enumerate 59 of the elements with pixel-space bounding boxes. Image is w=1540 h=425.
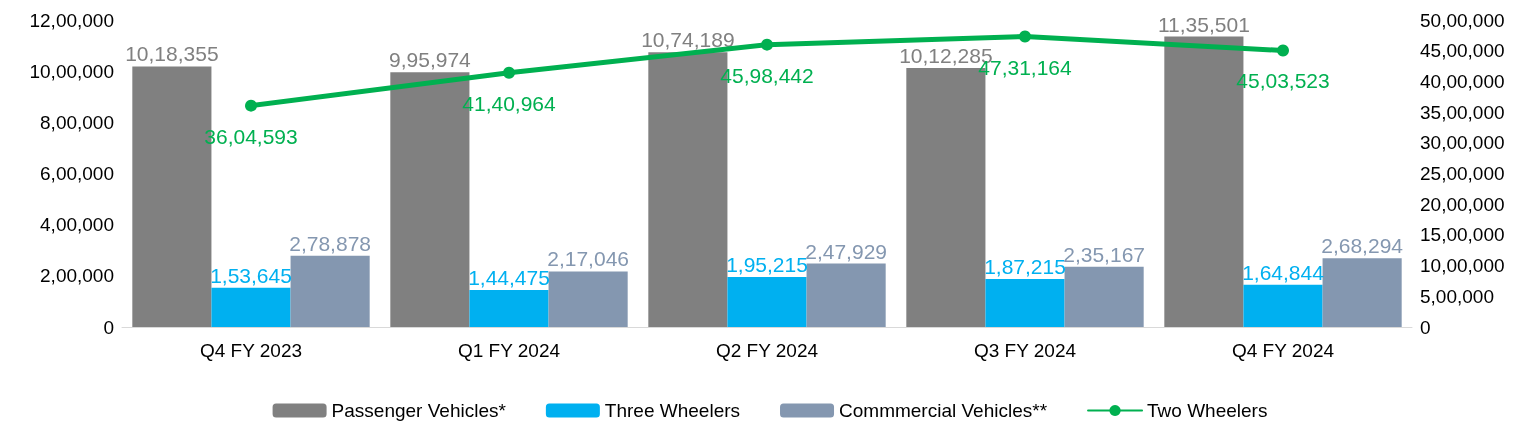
y2-tick-label: 35,00,000: [1420, 101, 1505, 123]
y-tick-label: 10,00,000: [29, 60, 114, 82]
data-label: 10,74,189: [641, 28, 735, 52]
y2-tick-label: 10,00,000: [1420, 255, 1505, 277]
x-tick-label: Q3 FY 2024: [973, 340, 1077, 361]
y-tick-label: 4,00,000: [40, 214, 114, 236]
data-label: 10,18,355: [125, 42, 219, 66]
y2-tick-label: 5,00,000: [1420, 285, 1494, 307]
x-tick-label: Q1 FY 2024: [457, 340, 561, 361]
x-tick-label: Q4 FY 2023: [199, 340, 303, 361]
y2-tick-label: 50,00,000: [1420, 9, 1505, 31]
y-tick-label: 2,00,000: [40, 265, 114, 287]
data-label: 1,64,844: [1242, 260, 1325, 284]
legend-label: Three Wheelers: [604, 400, 741, 421]
data-label: 1,44,475: [468, 266, 550, 290]
bar: [985, 279, 1065, 327]
bar: [1243, 284, 1323, 327]
point: [1019, 30, 1031, 43]
bar: [290, 255, 370, 327]
point: [245, 99, 257, 112]
data-label: 36,04,593: [204, 124, 298, 148]
data-label: 1,53,645: [210, 263, 292, 287]
y2-tick-label: 30,00,000: [1420, 132, 1505, 154]
data-label: 2,17,046: [547, 247, 629, 271]
y-tick-label: 12,00,000: [29, 9, 114, 31]
data-label: 11,35,501: [1157, 12, 1250, 36]
bar: [1322, 258, 1402, 327]
bar: [211, 287, 291, 327]
y2-tick-label: 40,00,000: [1420, 70, 1505, 92]
legend-label: Passenger Vehicles*: [331, 400, 507, 421]
y-tick-label: 8,00,000: [40, 111, 114, 133]
data-label: 45,03,523: [1236, 69, 1330, 93]
bar: [548, 271, 628, 327]
y2-tick-label: 15,00,000: [1420, 224, 1505, 246]
data-label: 45,98,442: [720, 63, 814, 87]
bar: [727, 277, 807, 327]
legend-label: Commmercial Vehicles**: [839, 400, 1048, 421]
y-tick-label: 0: [103, 316, 114, 338]
y2-tick-label: 25,00,000: [1420, 163, 1505, 184]
y2-tick-label: 0: [1420, 316, 1431, 338]
y-tick-label: 6,00,000: [40, 163, 114, 184]
data-label: 2,35,167: [1063, 242, 1145, 266]
data-label: 2,68,294: [1321, 234, 1404, 258]
point: [503, 66, 515, 79]
point: [761, 38, 773, 51]
x-tick-label: Q4 FY 2024: [1231, 340, 1335, 361]
point: [1277, 44, 1289, 57]
legend-label: Two Wheelers: [1147, 400, 1268, 421]
y2-tick-label: 20,00,000: [1420, 193, 1505, 215]
x-tick-label: Q2 FY 2024: [715, 340, 819, 361]
data-label: 2,78,878: [289, 231, 371, 255]
data-label: 41,40,964: [462, 91, 557, 115]
data-label: 1,87,215: [984, 255, 1066, 279]
bar: [469, 290, 549, 327]
data-label: 9,95,974: [389, 48, 472, 72]
bar: [806, 263, 886, 327]
bar: [1064, 266, 1144, 327]
data-label: 2,47,929: [805, 239, 887, 263]
y2-tick-label: 45,00,000: [1420, 40, 1505, 62]
